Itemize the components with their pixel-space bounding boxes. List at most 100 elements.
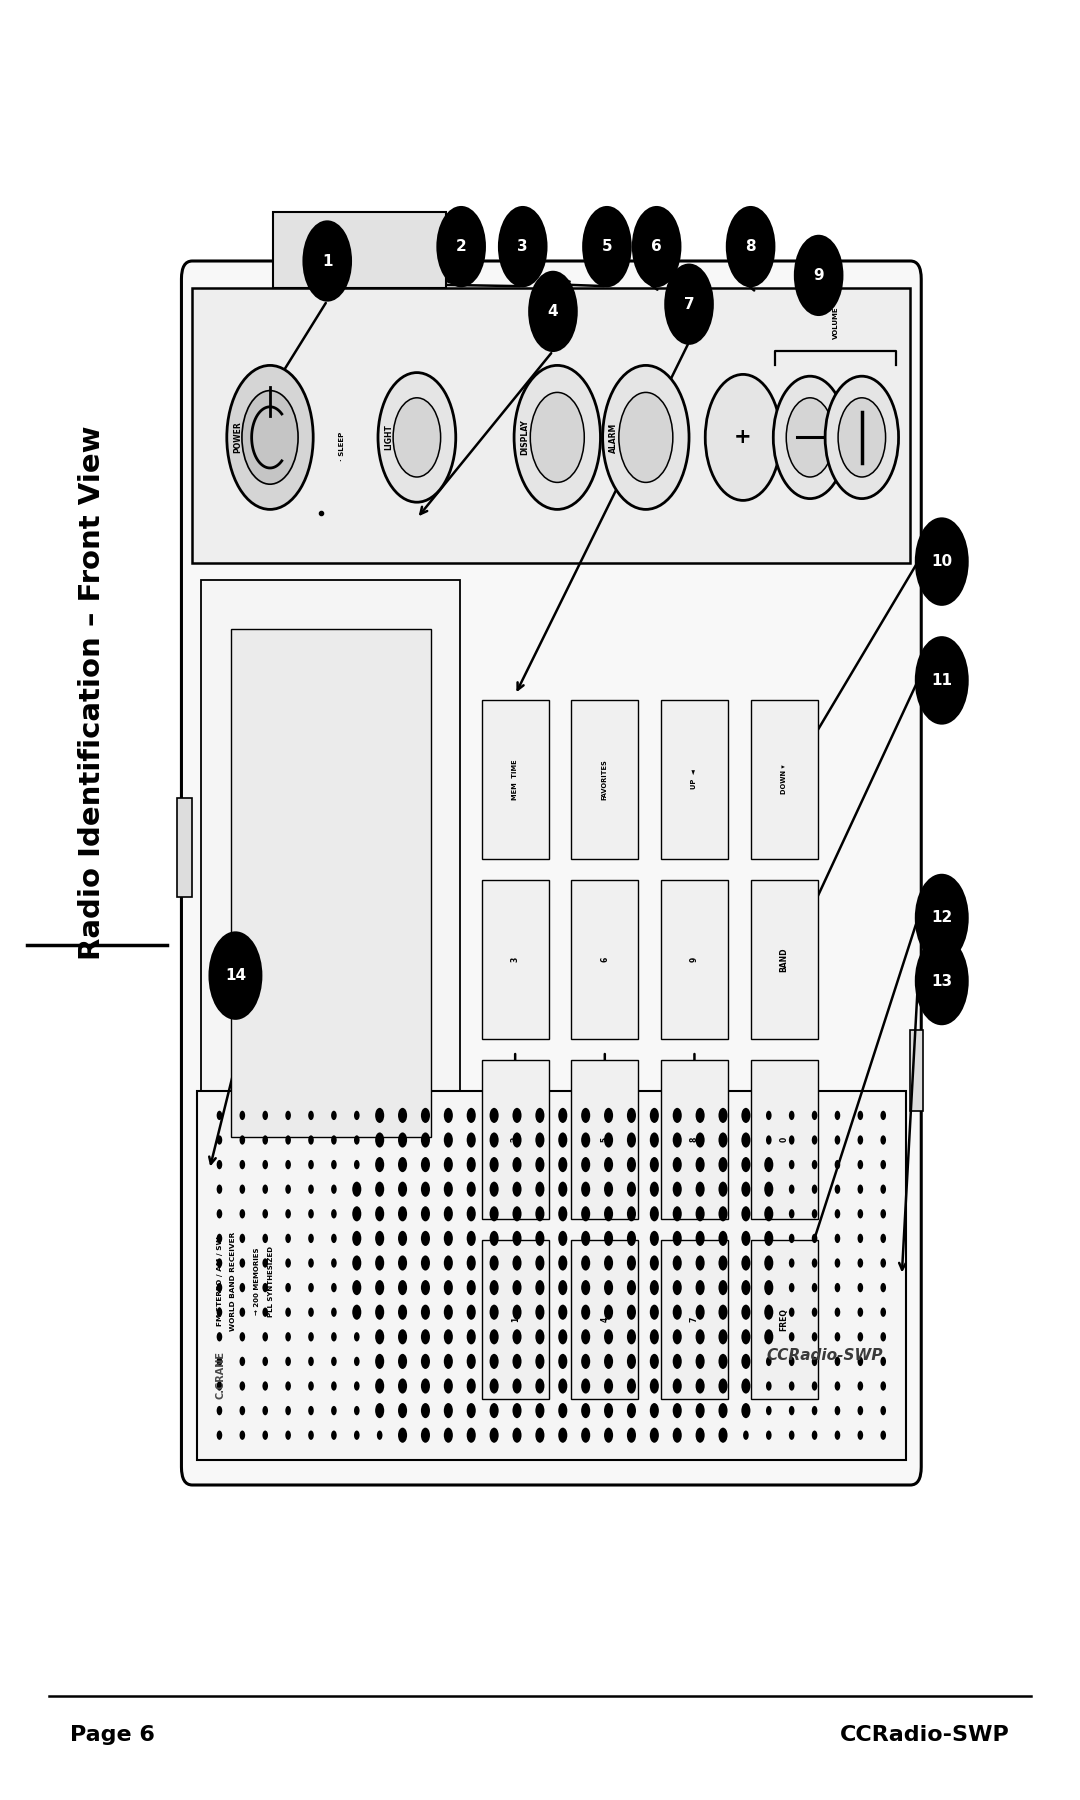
Circle shape: [421, 1181, 430, 1197]
Circle shape: [581, 1379, 590, 1393]
Circle shape: [332, 1233, 337, 1244]
Circle shape: [489, 1157, 499, 1172]
Circle shape: [673, 1107, 681, 1123]
Circle shape: [352, 1305, 362, 1319]
Circle shape: [880, 1332, 886, 1341]
Circle shape: [673, 1280, 681, 1296]
Circle shape: [285, 1381, 291, 1391]
Circle shape: [421, 1132, 430, 1148]
Circle shape: [467, 1354, 476, 1370]
Circle shape: [421, 1328, 430, 1345]
Text: 9: 9: [690, 958, 699, 961]
Circle shape: [530, 392, 584, 482]
Circle shape: [825, 376, 899, 499]
Circle shape: [467, 1379, 476, 1393]
Circle shape: [354, 1357, 360, 1366]
Circle shape: [812, 1258, 818, 1267]
Bar: [192, 288, 910, 563]
Circle shape: [489, 1354, 499, 1370]
Circle shape: [741, 1107, 751, 1123]
Circle shape: [835, 1233, 840, 1244]
Circle shape: [604, 1107, 613, 1123]
Circle shape: [812, 1136, 818, 1145]
Circle shape: [558, 1132, 567, 1148]
Circle shape: [308, 1307, 314, 1318]
Text: 1: 1: [322, 254, 333, 268]
Circle shape: [399, 1107, 407, 1123]
Circle shape: [705, 374, 781, 500]
Circle shape: [354, 1431, 360, 1440]
Circle shape: [444, 1157, 453, 1172]
Circle shape: [332, 1307, 337, 1318]
Circle shape: [308, 1357, 314, 1366]
Circle shape: [421, 1427, 430, 1444]
Circle shape: [217, 1159, 222, 1170]
Circle shape: [581, 1402, 590, 1418]
Circle shape: [696, 1231, 704, 1246]
Circle shape: [650, 1402, 659, 1418]
Circle shape: [581, 1107, 590, 1123]
Circle shape: [444, 1379, 453, 1393]
Circle shape: [285, 1307, 291, 1318]
Circle shape: [285, 1283, 291, 1292]
Circle shape: [240, 1159, 245, 1170]
Circle shape: [378, 373, 456, 502]
Text: 3: 3: [517, 239, 528, 254]
Circle shape: [718, 1305, 728, 1319]
Circle shape: [916, 875, 968, 961]
Circle shape: [696, 1132, 704, 1148]
Circle shape: [604, 1157, 613, 1172]
Circle shape: [788, 1111, 795, 1120]
Circle shape: [217, 1357, 222, 1366]
Text: 5: 5: [602, 239, 612, 254]
Circle shape: [262, 1111, 268, 1120]
Circle shape: [375, 1132, 384, 1148]
Circle shape: [788, 1381, 795, 1391]
Circle shape: [858, 1136, 863, 1145]
Circle shape: [835, 1332, 840, 1341]
Text: FAVORITES: FAVORITES: [602, 760, 608, 799]
Circle shape: [765, 1206, 773, 1222]
Circle shape: [727, 207, 774, 286]
Circle shape: [650, 1231, 659, 1246]
Circle shape: [581, 1280, 590, 1296]
Circle shape: [718, 1427, 728, 1444]
Bar: [751, 1240, 818, 1399]
Circle shape: [788, 1258, 795, 1267]
Text: 7: 7: [690, 1318, 699, 1321]
Circle shape: [650, 1354, 659, 1370]
Circle shape: [788, 1332, 795, 1341]
Circle shape: [581, 1328, 590, 1345]
Circle shape: [240, 1357, 245, 1366]
Circle shape: [489, 1132, 499, 1148]
Circle shape: [650, 1427, 659, 1444]
Circle shape: [880, 1184, 886, 1193]
Circle shape: [581, 1157, 590, 1172]
Circle shape: [880, 1406, 886, 1415]
Circle shape: [626, 1379, 636, 1393]
Circle shape: [308, 1184, 314, 1193]
Circle shape: [489, 1181, 499, 1197]
Circle shape: [766, 1381, 771, 1391]
Text: → 200 MEMORIES: → 200 MEMORIES: [254, 1247, 260, 1316]
Circle shape: [696, 1255, 704, 1271]
Circle shape: [880, 1136, 886, 1145]
Circle shape: [604, 1255, 613, 1271]
Circle shape: [812, 1283, 818, 1292]
Circle shape: [626, 1157, 636, 1172]
Circle shape: [332, 1184, 337, 1193]
Circle shape: [788, 1357, 795, 1366]
Circle shape: [242, 391, 298, 484]
Circle shape: [354, 1332, 360, 1341]
Circle shape: [718, 1402, 728, 1418]
Circle shape: [308, 1283, 314, 1292]
Circle shape: [467, 1206, 476, 1222]
Circle shape: [766, 1431, 771, 1440]
Circle shape: [262, 1136, 268, 1145]
Circle shape: [444, 1280, 453, 1296]
Circle shape: [499, 207, 546, 286]
Circle shape: [375, 1231, 384, 1246]
Circle shape: [788, 1159, 795, 1170]
Circle shape: [696, 1427, 704, 1444]
Circle shape: [536, 1206, 544, 1222]
